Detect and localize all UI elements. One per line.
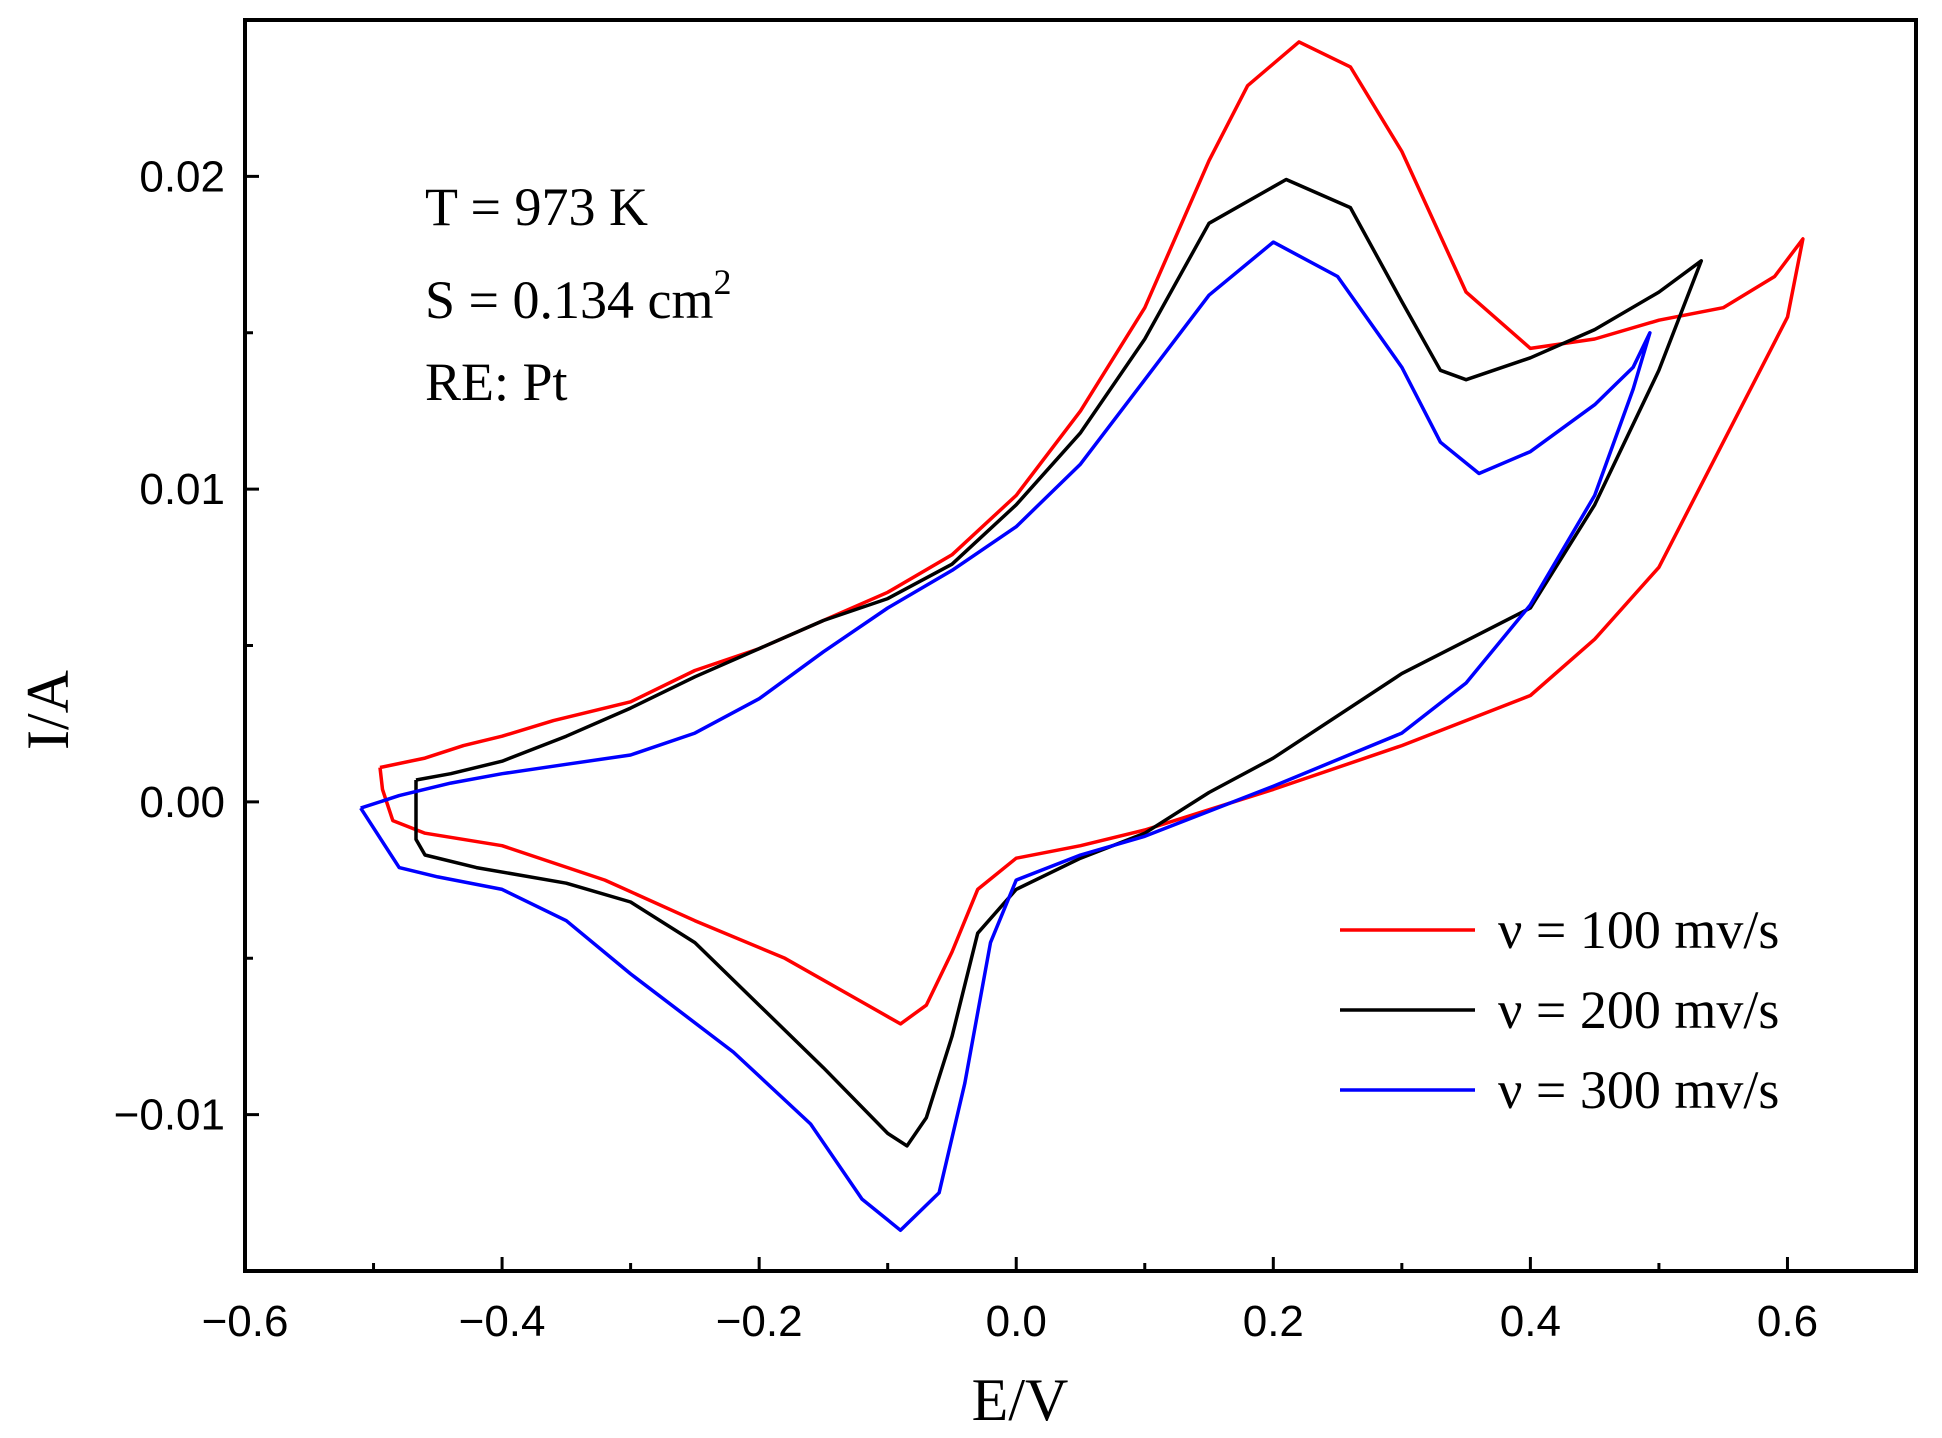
legend-label: ν = 300 mv/s xyxy=(1498,1060,1779,1120)
x-tick-label: 0.6 xyxy=(1757,1297,1818,1346)
x-tick-label: 0.2 xyxy=(1243,1297,1304,1346)
y-axis: −0.01 0.00 0.01 0.02 xyxy=(114,152,259,1140)
y-axis-title: I/A xyxy=(15,670,81,750)
annotation-area: S = 0.134 cm2 xyxy=(425,262,731,330)
y-tick-label: 0.00 xyxy=(139,778,225,827)
x-tick-label: −0.4 xyxy=(459,1297,546,1346)
x-axis: −0.6 −0.4 −0.2 0.0 0.2 0.4 0.6 xyxy=(202,1257,1818,1346)
legend-label: ν = 200 mv/s xyxy=(1498,980,1779,1040)
legend-label: ν = 100 mv/s xyxy=(1498,900,1779,960)
x-tick-label: 0.4 xyxy=(1500,1297,1561,1346)
x-tick-label: −0.2 xyxy=(716,1297,803,1346)
y-tick-label: −0.01 xyxy=(114,1091,225,1140)
y-tick-label: 0.01 xyxy=(139,465,225,514)
x-tick-label: −0.6 xyxy=(202,1297,289,1346)
annotation-reference: RE: Pt xyxy=(425,352,568,412)
annotation-area-exponent: 2 xyxy=(713,262,731,302)
annotations: T = 973 K S = 0.134 cm2 RE: Pt xyxy=(425,177,731,412)
y-tick-label: 0.02 xyxy=(139,152,225,201)
annotation-area-text: S = 0.134 cm xyxy=(425,270,713,330)
series-line-2 xyxy=(414,177,1704,1148)
legend: ν = 100 mv/s ν = 200 mv/s ν = 300 mv/s xyxy=(1340,900,1779,1120)
annotation-temperature: T = 973 K xyxy=(425,177,648,237)
series-layer xyxy=(359,40,1805,1233)
series-line-3 xyxy=(359,240,1652,1233)
x-axis-title: E/V xyxy=(972,1367,1069,1433)
x-tick-label: 0.0 xyxy=(986,1297,1047,1346)
